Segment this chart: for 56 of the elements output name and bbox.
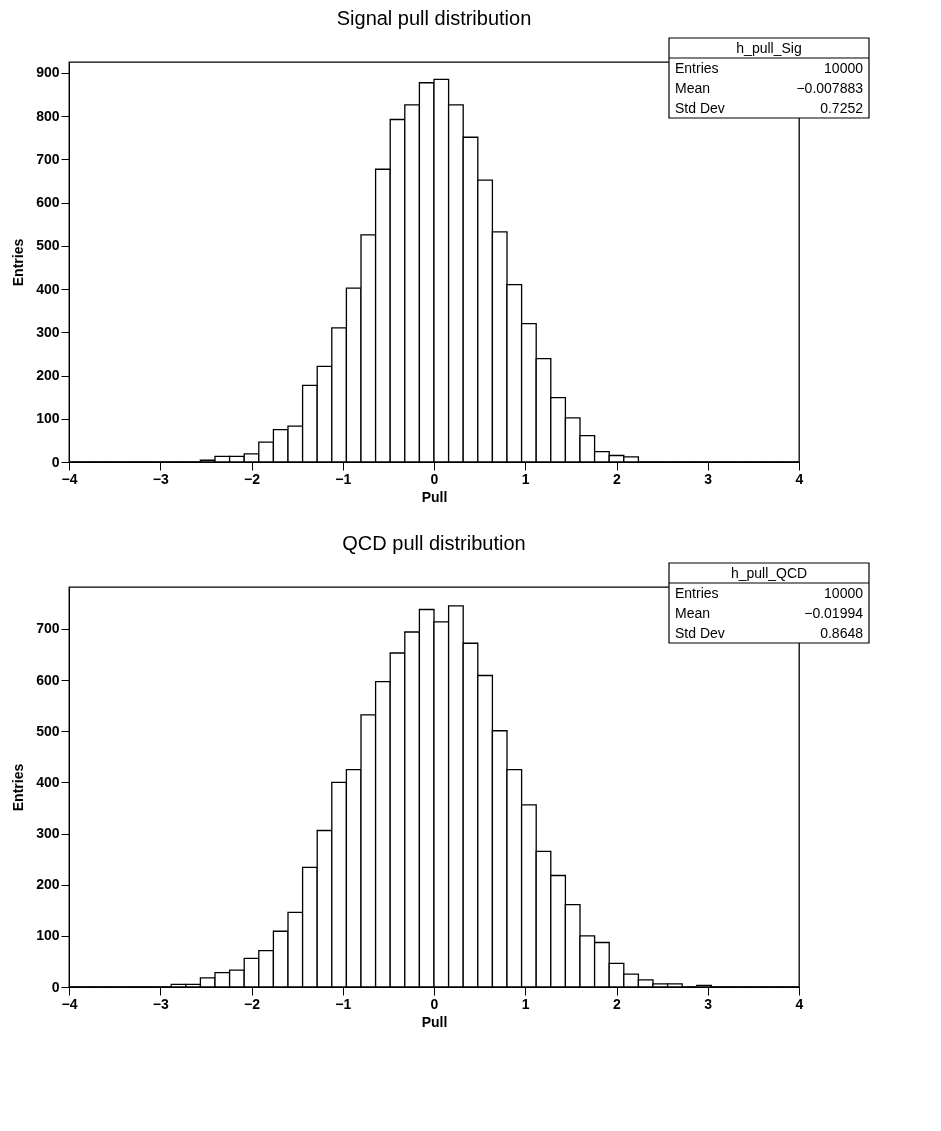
y-tick-label: 100 xyxy=(36,410,60,427)
text: h_pull_QCD xyxy=(730,565,808,581)
x-axis-title: Pull xyxy=(421,1013,448,1030)
chart-title: QCD pull distribution xyxy=(342,532,526,555)
annotation: Std Dev xyxy=(675,100,725,116)
annotation: Mean xyxy=(675,605,711,621)
x-tick-label: 0 xyxy=(430,470,439,487)
text: 0.7252 xyxy=(820,100,864,116)
y-tick-label: 400 xyxy=(36,773,60,790)
text: 10000 xyxy=(824,585,864,601)
y-tick-label: 100 xyxy=(36,927,60,944)
x-tick-label: 2 xyxy=(613,470,622,487)
annotation: Std Dev xyxy=(675,625,725,641)
y-tick-label: 300 xyxy=(36,825,60,842)
y-tick-label: 900 xyxy=(36,64,60,81)
x-tick-label: −3 xyxy=(152,995,169,1012)
x-tick-label: 4 xyxy=(795,470,804,487)
y-axis-title: Entries xyxy=(10,763,27,812)
y-tick-label: 500 xyxy=(36,722,60,739)
y-tick-label: 0 xyxy=(51,978,60,995)
y-tick-label: 600 xyxy=(36,194,60,211)
y-axis-title: Entries xyxy=(10,238,27,287)
y-tick-label: 200 xyxy=(36,367,60,384)
x-tick-label: −4 xyxy=(61,470,78,487)
y-tick-label: 500 xyxy=(36,237,60,254)
annotation: −0.007883 xyxy=(796,80,864,96)
x-tick-label: −3 xyxy=(152,470,169,487)
annotation: Entries xyxy=(675,60,719,76)
x-tick-label: 1 xyxy=(521,470,530,487)
x-tick-label: −2 xyxy=(244,470,261,487)
annotation: Mean xyxy=(675,80,711,96)
chart-title: Signal pull distribution xyxy=(336,7,532,30)
y-tick-label: 700 xyxy=(36,150,60,167)
x-tick-label: −1 xyxy=(335,995,352,1012)
x-tick-label: 1 xyxy=(521,995,530,1012)
x-tick-label: 3 xyxy=(704,470,713,487)
x-tick-label: −1 xyxy=(335,470,352,487)
y-tick-label: 600 xyxy=(36,671,60,688)
y-tick-label: 700 xyxy=(36,620,60,637)
x-tick-label: 3 xyxy=(704,995,713,1012)
y-tick-label: 300 xyxy=(36,323,60,340)
annotation: Entries xyxy=(675,585,719,601)
y-tick-label: 400 xyxy=(36,280,60,297)
x-tick-label: 4 xyxy=(795,995,804,1012)
x-tick-label: 0 xyxy=(430,995,439,1012)
x-tick-label: −2 xyxy=(244,995,261,1012)
x-tick-label: 2 xyxy=(613,995,622,1012)
x-tick-label: −4 xyxy=(61,995,78,1012)
y-tick-label: 0 xyxy=(51,453,60,470)
y-tick-label: 800 xyxy=(36,107,60,124)
x-axis-title: Pull xyxy=(421,488,448,505)
text: h_pull_Sig xyxy=(736,40,802,56)
text: 10000 xyxy=(824,60,864,76)
text: 0.8648 xyxy=(820,625,864,641)
y-tick-label: 200 xyxy=(36,876,60,893)
text: −0.01994 xyxy=(804,605,864,621)
